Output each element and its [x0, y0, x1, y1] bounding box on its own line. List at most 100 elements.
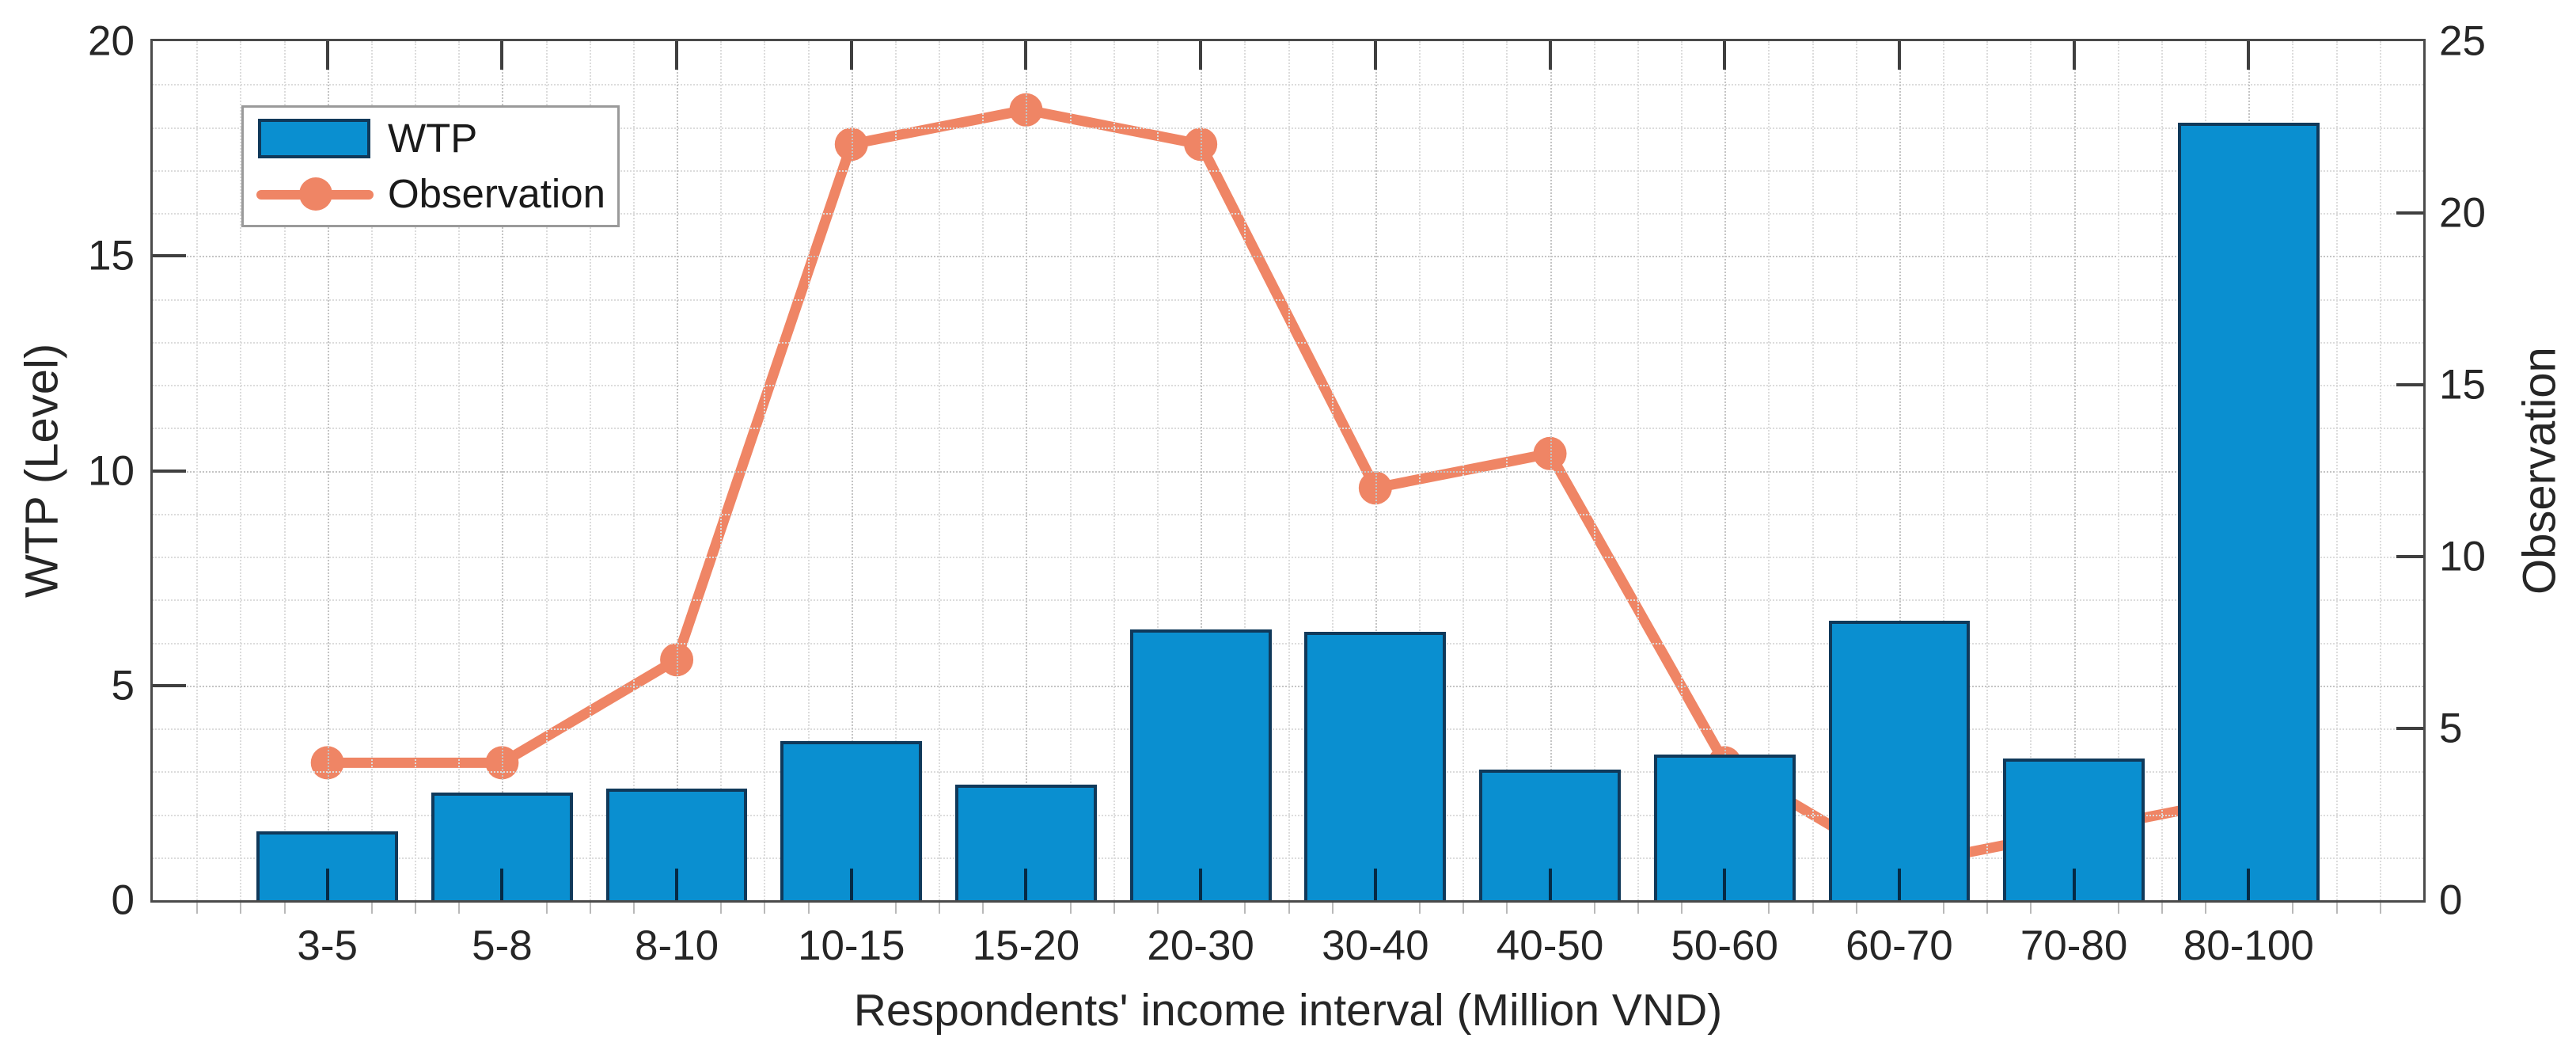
v-gridline-major	[2073, 41, 2076, 900]
plot-area: WTP Observation	[150, 39, 2426, 903]
x-bottom-tick	[1199, 869, 1203, 900]
v-gridline-minor	[1331, 41, 1334, 900]
v-gridline-major	[1724, 41, 1727, 900]
v-gridline-minor	[632, 41, 635, 900]
v-gridline-minor	[415, 41, 417, 900]
x-minor-tick	[2161, 903, 2163, 914]
x-minor-tick	[632, 903, 635, 914]
x-tick-label-40-50: 40-50	[1496, 922, 1604, 969]
v-gridline-major	[1026, 41, 1028, 900]
v-gridline-major	[1375, 41, 1377, 900]
legend-label-observation: Observation	[388, 170, 605, 216]
y-right-tick	[2396, 555, 2423, 558]
y-left-tick-label: 0	[111, 876, 135, 924]
x-tick-label-70-80: 70-80	[2020, 922, 2128, 969]
x-minor-tick	[1855, 903, 1857, 914]
x-minor-tick	[939, 903, 941, 914]
x-bottom-tick	[675, 869, 679, 900]
x-minor-tick	[1069, 903, 1072, 914]
x-minor-tick	[894, 903, 897, 914]
v-gridline-major	[502, 41, 504, 900]
bar-20-30	[1129, 629, 1272, 900]
x-minor-tick	[1986, 903, 1989, 914]
v-gridline-minor	[2117, 41, 2119, 900]
v-gridline-major	[677, 41, 679, 900]
x-minor-tick	[1113, 903, 1115, 914]
x-top-tick	[1548, 41, 1552, 70]
observation-marker-icon	[299, 177, 332, 211]
x-minor-tick	[720, 903, 723, 914]
y-left-tick-label: 15	[88, 232, 135, 279]
y-right-tick	[2396, 383, 2423, 386]
v-gridline-minor	[1288, 41, 1290, 900]
x-minor-tick	[283, 903, 286, 914]
v-gridline-minor	[2379, 41, 2381, 900]
y-left-tick-label: 5	[111, 662, 135, 709]
x-minor-tick	[1244, 903, 1246, 914]
x-minor-tick	[1943, 903, 1945, 914]
x-bottom-tick	[1723, 869, 1727, 900]
right-axis-title: Observation	[2513, 347, 2566, 595]
v-gridline-major	[327, 41, 329, 900]
y-left-tick	[153, 469, 186, 473]
x-top-tick	[1199, 41, 1203, 70]
x-minor-tick	[1419, 903, 1421, 914]
y-right-tick-label: 10	[2439, 533, 2486, 580]
x-top-tick	[325, 41, 329, 70]
x-top-tick	[1373, 41, 1377, 70]
v-gridline-minor	[2335, 41, 2338, 900]
y-right-tick-label: 25	[2439, 17, 2486, 65]
v-gridline-minor	[1637, 41, 1639, 900]
v-gridline-minor	[1943, 41, 1945, 900]
x-minor-tick	[1506, 903, 1508, 914]
v-gridline-minor	[982, 41, 984, 900]
bar-60-70	[1828, 621, 1971, 900]
x-minor-tick	[2205, 903, 2207, 914]
x-minor-tick	[1681, 903, 1683, 914]
v-gridline-minor	[720, 41, 723, 900]
x-top-tick	[675, 41, 679, 70]
legend: WTP Observation	[241, 105, 620, 227]
x-bottom-tick	[1548, 869, 1552, 900]
v-gridline-minor	[939, 41, 941, 900]
x-minor-tick	[240, 903, 242, 914]
x-minor-tick	[545, 903, 548, 914]
y-right-tick-label: 15	[2439, 361, 2486, 409]
x-minor-tick	[982, 903, 984, 914]
legend-entry-observation: Observation	[244, 169, 617, 217]
x-tick-label-30-40: 30-40	[1322, 922, 1429, 969]
v-gridline-minor	[894, 41, 897, 900]
v-gridline-minor	[1812, 41, 1814, 900]
v-gridline-minor	[1855, 41, 1857, 900]
v-gridline-minor	[1113, 41, 1115, 900]
v-gridline-minor	[545, 41, 548, 900]
x-tick-label-50-60: 50-60	[1671, 922, 1778, 969]
v-gridline-minor	[1506, 41, 1508, 900]
x-minor-tick	[2292, 903, 2294, 914]
y-right-tick-label: 0	[2439, 876, 2463, 924]
v-gridline-minor	[764, 41, 766, 900]
x-bottom-tick	[1024, 869, 1028, 900]
x-top-tick	[1723, 41, 1727, 70]
x-minor-tick	[458, 903, 461, 914]
v-gridline-major	[1201, 41, 1203, 900]
v-gridline-minor	[370, 41, 373, 900]
v-gridline-minor	[240, 41, 242, 900]
y-left-tick-label: 10	[88, 447, 135, 494]
x-minor-tick	[370, 903, 373, 914]
x-bottom-tick	[2247, 869, 2251, 900]
x-tick-label-10-15: 10-15	[797, 922, 905, 969]
y-left-tick	[153, 254, 186, 258]
y-right-tick-label: 20	[2439, 189, 2486, 237]
x-minor-tick	[1637, 903, 1639, 914]
legend-label-wtp: WTP	[388, 115, 478, 161]
x-top-tick	[2247, 41, 2251, 70]
x-bottom-tick	[500, 869, 504, 900]
x-minor-tick	[2335, 903, 2338, 914]
x-minor-tick	[1331, 903, 1334, 914]
x-top-tick	[2072, 41, 2076, 70]
legend-entry-wtp: WTP	[244, 114, 617, 162]
x-top-tick	[849, 41, 853, 70]
v-gridline-minor	[2030, 41, 2032, 900]
